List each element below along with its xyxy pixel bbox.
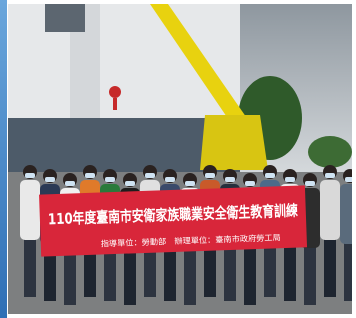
crane-body — [200, 115, 268, 170]
person-mask — [125, 181, 135, 186]
person-mask — [185, 181, 195, 186]
person-legs — [24, 232, 36, 297]
person-legs — [244, 240, 256, 305]
person-body — [320, 180, 340, 240]
person-mask — [285, 177, 295, 182]
sign — [109, 86, 121, 98]
person-legs — [324, 232, 336, 297]
tree — [308, 136, 352, 168]
person-mask — [25, 173, 35, 178]
banner: 110年度臺南市安衛家族職業安全衛生教育訓練 指導單位：勞動部 辦理單位：臺南市… — [39, 185, 307, 256]
person-mask — [85, 173, 95, 178]
person-mask — [265, 173, 275, 178]
sign-post — [113, 98, 117, 110]
person-mask — [225, 177, 235, 182]
photo: 110年度臺南市安衛家族職業安全衛生教育訓練 指導單位：勞動部 辦理單位：臺南市… — [0, 0, 356, 318]
window — [45, 4, 85, 32]
person-mask — [165, 177, 175, 182]
person-mask — [65, 181, 75, 186]
person-mask — [325, 173, 335, 178]
person-legs — [304, 240, 316, 305]
page: 110年度臺南市安衛家族職業安全衛生教育訓練 指導單位：勞動部 辦理單位：臺南市… — [0, 0, 356, 318]
person-mask — [305, 181, 315, 186]
photo-content: 110年度臺南市安衛家族職業安全衛生教育訓練 指導單位：勞動部 辦理單位：臺南市… — [8, 4, 356, 314]
person-mask — [105, 177, 115, 182]
person-mask — [145, 173, 155, 178]
person-body — [20, 180, 40, 240]
edge-strip — [0, 0, 7, 318]
person-mask — [205, 173, 215, 178]
person-mask — [245, 181, 255, 186]
person-mask — [45, 177, 55, 182]
